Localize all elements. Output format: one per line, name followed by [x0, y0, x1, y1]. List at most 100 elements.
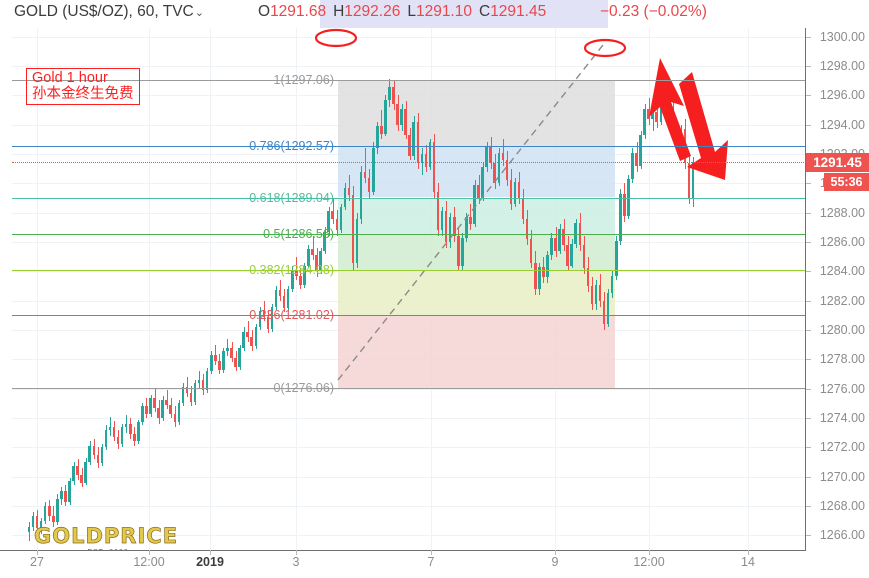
- time-axis[interactable]: 27 12:00 2019 3 7 9 12:00 14: [0, 550, 869, 578]
- candle-body: [161, 400, 164, 419]
- gridline-vertical: [210, 28, 211, 550]
- candle-body: [448, 217, 452, 243]
- fibonacci-zone: [338, 145, 615, 198]
- goldprice-watermark: GOLDPRICE EST. 2002: [34, 525, 182, 550]
- fibonacci-level-line: [12, 315, 806, 317]
- candle-body: [521, 198, 525, 219]
- gridline-vertical: [748, 28, 749, 550]
- candle-body: [76, 466, 79, 476]
- fibonacci-level-label: 0.5(1286.56): [263, 226, 334, 241]
- candle-body: [566, 245, 569, 266]
- candle-body: [594, 284, 598, 304]
- watermark-est: EST. 2002: [87, 549, 128, 550]
- candle-body: [133, 434, 136, 442]
- candle-body: [691, 162, 695, 199]
- gridline-horizontal: [12, 447, 806, 449]
- current-price-badge: 1291.45: [806, 153, 869, 173]
- candle-body: [197, 379, 201, 383]
- gridline-horizontal: [12, 418, 806, 420]
- candle-body: [444, 211, 448, 243]
- candle-body: [193, 382, 197, 402]
- gridline-horizontal: [12, 535, 806, 537]
- candle-body: [108, 426, 112, 430]
- candle-body: [687, 162, 691, 199]
- candle-body: [347, 187, 351, 196]
- candle-body: [335, 218, 339, 231]
- candle-body: [376, 126, 379, 149]
- candle-body: [416, 121, 420, 163]
- time-axis-tick: [210, 550, 211, 555]
- candle-body: [201, 379, 205, 391]
- candle-body: [116, 437, 120, 445]
- candle-body: [586, 268, 590, 287]
- candle-body: [214, 354, 217, 361]
- chart-plot-area[interactable]: 1(1297.06) 0.786(1292.57) 0.618(1289.04) 0.…: [12, 28, 806, 550]
- time-axis-label: 14: [741, 555, 755, 569]
- candle-body: [570, 243, 573, 266]
- candle-body: [218, 360, 221, 370]
- time-axis-tick: [149, 550, 150, 555]
- candle-body: [262, 310, 266, 317]
- candle-body: [295, 269, 298, 276]
- candle-body: [420, 154, 424, 163]
- candle-body: [380, 126, 383, 134]
- candle-wick: [280, 280, 282, 301]
- ohlc-readout: O1291.68 H1292.26 L1291.10 C1291.45: [258, 3, 546, 21]
- price-axis-label: 1288.00: [819, 205, 865, 220]
- candle-body: [452, 217, 456, 237]
- price-axis-label: 1284.00: [819, 264, 865, 279]
- fibonacci-level-line: [12, 145, 806, 147]
- price-axis[interactable]: 1300.001298.001296.001294.001292.001290.…: [806, 28, 869, 550]
- candle-body: [315, 255, 318, 272]
- candle-body: [639, 135, 642, 166]
- price-change: −0.23 (−0.02%): [600, 3, 707, 20]
- candle-body: [246, 331, 249, 338]
- candle-body: [60, 491, 63, 499]
- candle-body: [282, 296, 286, 309]
- price-axis-tick: [806, 418, 811, 420]
- high-value: 1292.26: [344, 3, 401, 20]
- price-axis-label: 1266.00: [819, 528, 865, 543]
- candle-body: [590, 286, 594, 304]
- candle-body: [323, 231, 326, 251]
- candle-body: [64, 491, 67, 502]
- candle-body: [120, 426, 124, 445]
- gridline-horizontal: [12, 66, 806, 68]
- candle-body: [92, 445, 96, 455]
- candle-body: [72, 466, 75, 482]
- price-axis-tick: [806, 36, 811, 38]
- annotation-line-2: 孙本金终生免费: [32, 86, 134, 103]
- candle-body: [339, 206, 343, 231]
- symbol-selector[interactable]: GOLD (US$/OZ), 60, TVC⌄: [14, 3, 204, 21]
- candle-body: [145, 406, 148, 414]
- gridline-vertical: [37, 28, 38, 550]
- symbol-label: GOLD (US$/OZ), 60, TVC: [14, 3, 194, 20]
- fibonacci-level-label: 0.786(1292.57): [249, 138, 334, 153]
- down-arrow-icon: [679, 72, 728, 180]
- candle-body: [56, 498, 59, 523]
- chevron-down-icon[interactable]: ⌄: [194, 7, 204, 19]
- candle-body: [457, 236, 460, 266]
- candle-body: [408, 135, 411, 156]
- candle-body: [100, 447, 104, 464]
- fibonacci-level-line: [12, 387, 806, 389]
- gridline-horizontal: [12, 476, 806, 478]
- time-axis-tick: [37, 550, 38, 555]
- price-axis-label: 1280.00: [819, 323, 865, 338]
- candle-body: [31, 516, 35, 527]
- candle-body: [254, 327, 258, 347]
- price-axis-label: 1278.00: [819, 352, 865, 367]
- candle-body: [643, 108, 646, 136]
- candle-body: [250, 337, 254, 347]
- price-axis-tick: [806, 359, 811, 361]
- candle-body: [635, 152, 638, 166]
- candle-body: [274, 290, 278, 307]
- candle-body: [582, 245, 586, 269]
- candle-body: [43, 506, 47, 521]
- price-axis-tick: [806, 535, 811, 537]
- candle-body: [141, 406, 144, 423]
- price-axis-tick: [806, 124, 811, 126]
- candle-body: [88, 445, 92, 463]
- time-axis-label: 12:00: [133, 555, 165, 569]
- candle-body: [189, 393, 193, 402]
